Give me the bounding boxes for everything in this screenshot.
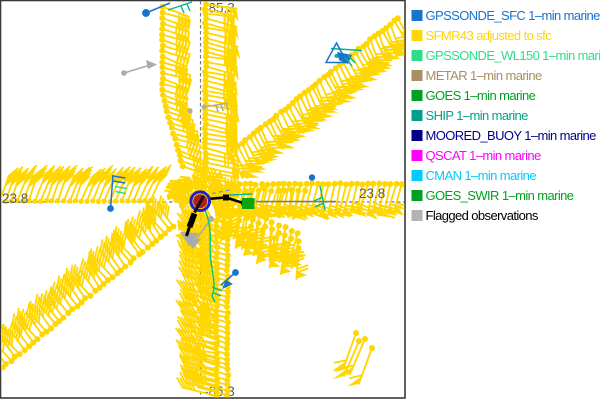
svg-text:SHIP 1–min marine: SHIP 1–min marine [426,108,529,123]
svg-text:GPSSONDE_SFC 1–min marine: GPSSONDE_SFC 1–min marine [426,8,600,23]
svg-text:CMAN 1–min marine: CMAN 1–min marine [426,168,537,183]
svg-text:METAR 1–min marine: METAR 1–min marine [426,68,542,83]
svg-text:GOES_SWIR 1–min marine: GOES_SWIR 1–min marine [426,188,574,203]
svg-text:SFMR43 adjusted to sfc: SFMR43 adjusted to sfc [426,28,553,43]
svg-text:23.8: 23.8 [359,186,385,201]
svg-text:MOORED_BUOY 1–min marine: MOORED_BUOY 1–min marine [426,128,597,143]
svg-text:Flagged observations: Flagged observations [426,208,539,223]
svg-text:GOES 1–min marine: GOES 1–min marine [426,88,536,103]
svg-text:23.8: 23.8 [2,191,28,206]
svg-text:QSCAT 1–min marine: QSCAT 1–min marine [426,148,542,163]
svg-text:GPSSONDE_WL150 1–min marine: GPSSONDE_WL150 1–min marine [426,48,600,63]
